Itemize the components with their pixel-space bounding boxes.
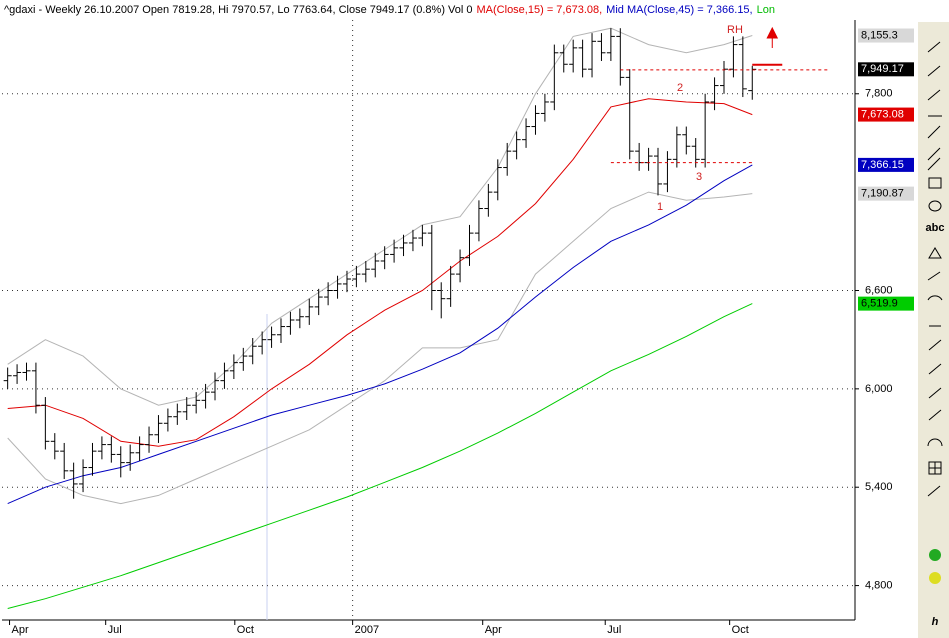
annotation: 1 xyxy=(657,201,663,213)
value-box xyxy=(858,62,914,77)
series-line xyxy=(7,191,753,505)
title-part: ^gdaxi - Weekly 26.10.2007 Open 7819.28,… xyxy=(4,4,473,16)
arrow xyxy=(766,26,779,48)
value-box xyxy=(858,107,914,122)
value-box-label: 7,949.17 xyxy=(861,63,904,75)
title-part: Mid MA(Close,45) = 7,366.15, xyxy=(606,4,752,16)
series-line xyxy=(7,303,753,609)
series-line xyxy=(7,98,753,447)
x-tick-label: Jul xyxy=(108,624,122,636)
value-box xyxy=(858,157,914,172)
toolbar-icons[interactable] xyxy=(927,41,942,171)
series-line xyxy=(7,164,753,505)
y-tick-label: 4,800 xyxy=(865,579,893,591)
value-box-label: 7,366.15 xyxy=(861,159,904,171)
value-box-label: 6,519.9 xyxy=(861,298,898,310)
ohlc-bars xyxy=(3,28,757,499)
title-part: MA(Close,15) = 7,673.08, xyxy=(477,4,603,16)
value-box-label: 7,673.08 xyxy=(861,108,904,120)
value-box-label: 7,190.87 xyxy=(861,188,904,200)
x-tick-label: Oct xyxy=(237,624,254,636)
x-tick-label: Oct xyxy=(732,624,749,636)
value-box-label: 8,155.3 xyxy=(861,29,898,41)
toolbar-bg xyxy=(918,22,949,638)
annotation: 2 xyxy=(677,82,683,94)
chart-title: ^gdaxi - Weekly 26.10.2007 Open 7819.28,… xyxy=(4,4,775,16)
value-box xyxy=(858,296,914,311)
y-tick-label: 5,400 xyxy=(865,481,893,493)
y-tick-label: 6,000 xyxy=(865,383,893,395)
value-box xyxy=(858,186,914,201)
y-tick-label: 6,600 xyxy=(865,284,893,296)
toolbar-label[interactable]: h xyxy=(932,616,939,628)
toolbar[interactable]: abc h xyxy=(918,22,949,638)
x-tick-label: Apr xyxy=(485,624,502,636)
x-tick-label: Jul xyxy=(607,624,621,636)
toolbar-rect[interactable] xyxy=(928,177,942,189)
toolbar-icons-2[interactable] xyxy=(927,247,943,497)
value-box xyxy=(858,28,914,43)
zoom-out[interactable] xyxy=(929,572,941,584)
title-part: Lon xyxy=(757,4,775,16)
toolbar-label[interactable]: abc xyxy=(926,222,945,234)
x-tick-label: 2007 xyxy=(355,624,379,636)
y-tick-label: 7,800 xyxy=(865,88,893,100)
x-tick-label: Apr xyxy=(12,624,29,636)
toolbar-ellipse[interactable] xyxy=(928,200,942,212)
annotation: RH xyxy=(727,24,743,36)
zoom-in[interactable] xyxy=(929,549,941,561)
annotation: 3 xyxy=(696,171,702,183)
